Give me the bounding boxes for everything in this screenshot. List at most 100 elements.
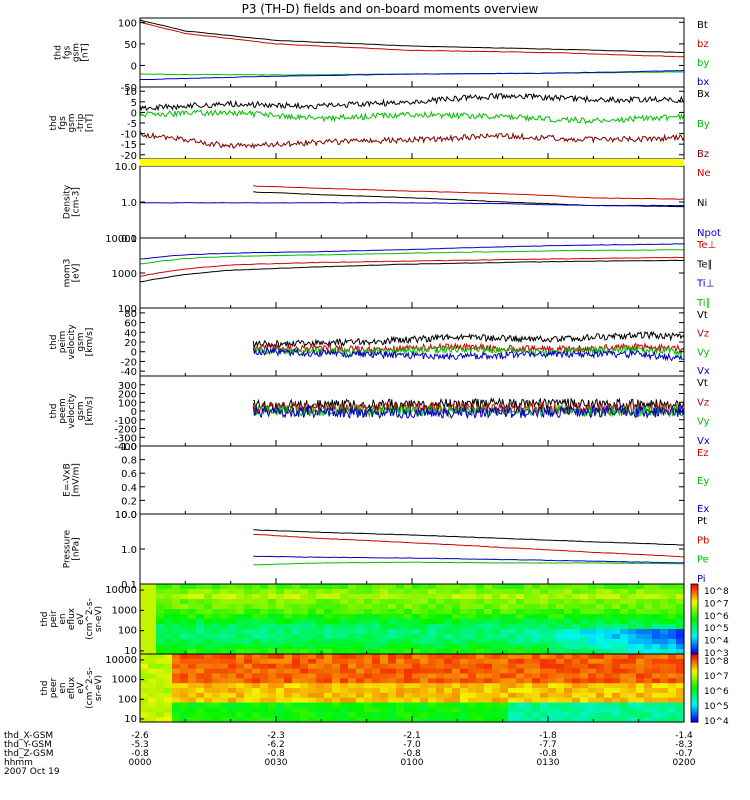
spectrogram-cell — [268, 644, 277, 650]
spectrogram-cell — [180, 712, 189, 718]
spectrogram-cell — [628, 692, 637, 699]
y-tick-label: 10.0 — [115, 510, 137, 521]
spectrogram-cell — [468, 584, 477, 590]
spectrogram-cell — [476, 614, 485, 620]
spectrogram-cell — [516, 614, 525, 620]
spectrogram-cell — [596, 692, 605, 699]
spectrogram-cell — [188, 619, 197, 625]
spectrogram-cell — [140, 604, 149, 610]
spectrogram-cell — [276, 649, 285, 655]
spectrogram-cell — [412, 663, 421, 670]
spectrogram-cell — [388, 609, 397, 615]
spectrogram-cell — [180, 584, 189, 590]
spectrogram-cell — [364, 649, 373, 655]
spectrogram-cell — [444, 599, 453, 605]
spectrogram-cell — [436, 639, 445, 645]
spectrogram-cell — [500, 654, 509, 660]
spectrogram-cell — [412, 619, 421, 625]
spectrogram-cell — [332, 683, 341, 689]
spectrogram-cell — [140, 668, 149, 675]
series-line-Vx — [252, 347, 685, 362]
spectrogram-cell — [540, 697, 549, 704]
y-axis-title-line: Pressure — [63, 529, 73, 568]
spectrogram-cell — [508, 683, 517, 689]
spectrogram-cell — [580, 673, 589, 679]
spectrogram-cell — [388, 644, 397, 650]
spectrogram-cell — [460, 644, 469, 650]
spectrogram-cell — [436, 594, 445, 600]
spectrogram-cell — [580, 624, 589, 630]
spectrogram-cell — [348, 663, 357, 670]
spectrogram-cell — [564, 707, 573, 713]
spectrogram-cell — [572, 629, 581, 635]
spectrogram-cell — [628, 712, 637, 718]
spectrogram-cell — [364, 658, 373, 665]
spectrogram-cell — [660, 644, 669, 650]
spectrogram-cell — [212, 707, 221, 713]
spectrogram-cell — [292, 668, 301, 675]
spectrogram-cell — [348, 644, 357, 650]
spectrogram-cell — [524, 604, 533, 610]
y-tick-label: 40 — [124, 328, 137, 339]
spectrogram-cell — [572, 683, 581, 689]
spectrogram-cell — [612, 609, 621, 615]
spectrogram-cell — [484, 639, 493, 645]
spectrogram-cell — [204, 712, 213, 718]
spectrogram-cell — [372, 599, 381, 605]
spectrogram-cell — [564, 673, 573, 679]
spectrogram-cell — [636, 702, 645, 709]
spectrogram-cell — [324, 702, 333, 709]
colorbar-cell — [691, 706, 698, 709]
spectrogram-cell — [308, 644, 317, 650]
spectrogram-cell — [420, 673, 429, 679]
spectrogram-cell — [620, 654, 629, 660]
spectrogram-cell — [436, 654, 445, 660]
spectrogram-cell — [452, 673, 461, 679]
colorbar-label: 10^8 — [704, 587, 729, 597]
spectrogram-cell — [548, 678, 557, 684]
spectrogram-cell — [604, 663, 613, 670]
colorbar-cell — [691, 686, 698, 689]
spectrogram-cell — [284, 683, 293, 689]
legend-Ey: Ey — [697, 476, 709, 487]
spectrogram-cell — [364, 599, 373, 605]
spectrogram-cell — [452, 599, 461, 605]
spectrogram-cell — [516, 639, 525, 645]
spectrogram-cell — [460, 614, 469, 620]
spectrogram-cell — [668, 644, 677, 650]
colorbar-cell — [691, 648, 698, 652]
spectrogram-cell — [444, 634, 453, 640]
spectrogram-cell — [380, 609, 389, 615]
spectrogram-cell — [580, 707, 589, 713]
spectrogram-cell — [236, 589, 245, 595]
spectrogram-cell — [180, 629, 189, 635]
spectrogram-cell — [212, 624, 221, 630]
spectrogram-cell — [308, 624, 317, 630]
spectrogram-cell — [196, 658, 205, 665]
spectrogram-cell — [356, 663, 365, 670]
spectrogram-cell — [596, 629, 605, 635]
colorbar-cell — [691, 591, 698, 594]
spectrogram-cell — [204, 589, 213, 595]
spectrogram-cell — [212, 614, 221, 620]
spectrogram-cell — [188, 594, 197, 600]
spectrogram-cell — [468, 599, 477, 605]
spectrogram-cell — [628, 707, 637, 713]
spectrogram-cell — [180, 634, 189, 640]
spectrogram-cell — [604, 609, 613, 615]
spectrogram-cell — [284, 649, 293, 655]
spectrogram-cell — [588, 609, 597, 615]
y-axis-title-line: Density — [63, 184, 73, 219]
colorbar-cell — [691, 659, 698, 662]
spectrogram-cell — [284, 629, 293, 635]
spectrogram-cell — [524, 599, 533, 605]
spectrogram-cell — [148, 649, 157, 655]
spectrogram-cell — [148, 609, 157, 615]
spectrogram-cell — [140, 697, 149, 704]
spectrogram-cell — [612, 589, 621, 595]
spectrogram-cell — [300, 707, 309, 713]
spectrogram-cell — [284, 678, 293, 684]
spectrogram-cell — [476, 629, 485, 635]
